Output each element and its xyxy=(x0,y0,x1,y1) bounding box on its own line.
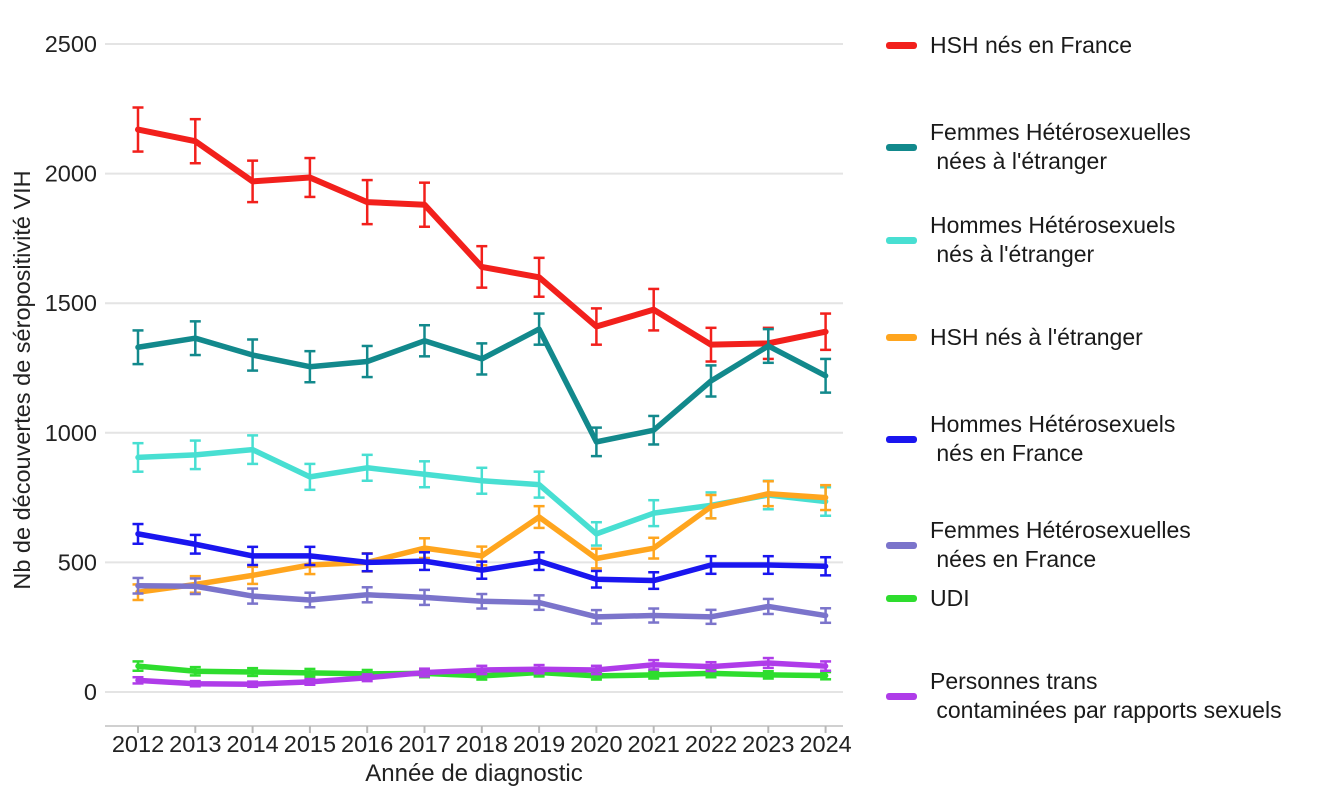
legend-label: UDI xyxy=(930,585,970,611)
series-line xyxy=(135,531,829,584)
y-axis-title: Nb de découvertes de séropositivité VIH xyxy=(9,170,35,589)
x-tick-label: 2018 xyxy=(456,731,508,757)
y-tick-labels: 0 500 1000 1500 2000 2500 xyxy=(45,31,97,705)
series-personnes-trans xyxy=(132,656,832,689)
series-hsh-n-s-l-tranger xyxy=(132,480,832,602)
legend-swatch xyxy=(886,236,917,244)
legend-label: Femmes Hétérosexuelles nées en France xyxy=(930,517,1191,572)
legend-label: Personnes trans contaminées par rapports… xyxy=(930,668,1282,723)
legend-item: UDI xyxy=(886,584,970,613)
x-tick-label: 2014 xyxy=(226,731,278,757)
x-tick-label: 2019 xyxy=(513,731,565,757)
x-tick-label: 2013 xyxy=(169,731,221,757)
legend-swatch xyxy=(886,692,917,700)
y-tick-label: 2500 xyxy=(45,31,97,57)
legend-label: HSH nés en France xyxy=(930,32,1132,58)
legend-label: Hommes Hétérosexuels nés à l'étranger xyxy=(930,212,1176,267)
x-tick-label: 2012 xyxy=(112,731,164,757)
legend-item: Femmes Hétérosexuelles nées en France xyxy=(886,516,1191,574)
x-tick-label: 2023 xyxy=(742,731,794,757)
x-tick-label: 2017 xyxy=(398,731,450,757)
legend-item: Hommes Hétérosexuels nés à l'étranger xyxy=(886,211,1175,269)
series-femmes-h-t-rosexuelles xyxy=(132,576,832,626)
series-hsh-n-s-en-france xyxy=(132,106,832,363)
series-line xyxy=(135,582,829,620)
gridlines xyxy=(105,43,843,693)
x-tick-label: 2016 xyxy=(341,731,393,757)
y-tick-label: 500 xyxy=(58,549,97,575)
legend-swatch xyxy=(886,334,917,341)
legend-swatch xyxy=(886,435,917,443)
legend-item: HSH nés en France xyxy=(886,31,1132,60)
legend-item: Femmes Hétérosexuelles nées à l'étranger xyxy=(886,118,1191,176)
x-axis: 2012 2013 2014 2015 2016 2017 2018 2019 2020 2021… xyxy=(105,725,852,757)
series-line xyxy=(135,663,829,679)
x-tick-label: 2015 xyxy=(284,731,336,757)
legend-label: HSH nés à l'étranger xyxy=(930,324,1143,350)
x-tick-label: 2021 xyxy=(628,731,680,757)
y-tick-label: 1000 xyxy=(45,420,97,446)
legend-item: Personnes trans contaminées par rapports… xyxy=(886,667,1282,725)
y-tick-label: 2000 xyxy=(45,161,97,187)
legend-label: Hommes Hétérosexuels nés en France xyxy=(930,411,1176,466)
series-layer xyxy=(132,106,832,689)
series-hommes-h-t-rosexuels xyxy=(132,434,832,547)
legend-item: Hommes Hétérosexuels nés en France xyxy=(886,410,1175,468)
x-tick-label: 2022 xyxy=(685,731,737,757)
legend-item: HSH nés à l'étranger xyxy=(886,323,1143,352)
series-line xyxy=(135,326,829,445)
x-tick-label: 2020 xyxy=(570,731,622,757)
legend-swatch xyxy=(886,541,917,549)
legend: HSH nés en France Femmes Hétérosexuelles … xyxy=(886,0,1343,799)
series-femmes-h-t-rosexuelles xyxy=(132,312,832,458)
y-tick-label: 1500 xyxy=(45,290,97,316)
legend-label: Femmes Hétérosexuelles nées à l'étranger xyxy=(930,119,1191,174)
series-hommes-h-t-rosexuels xyxy=(132,522,832,591)
x-tick-label: 2024 xyxy=(799,731,851,757)
y-tick-label: 0 xyxy=(84,679,97,705)
series-line xyxy=(135,490,829,595)
legend-swatch xyxy=(886,42,917,49)
legend-swatch xyxy=(886,595,917,602)
series-line xyxy=(135,660,829,687)
legend-swatch xyxy=(886,143,917,151)
series-line xyxy=(135,126,829,348)
x-axis-title: Année de diagnostic xyxy=(365,760,583,787)
